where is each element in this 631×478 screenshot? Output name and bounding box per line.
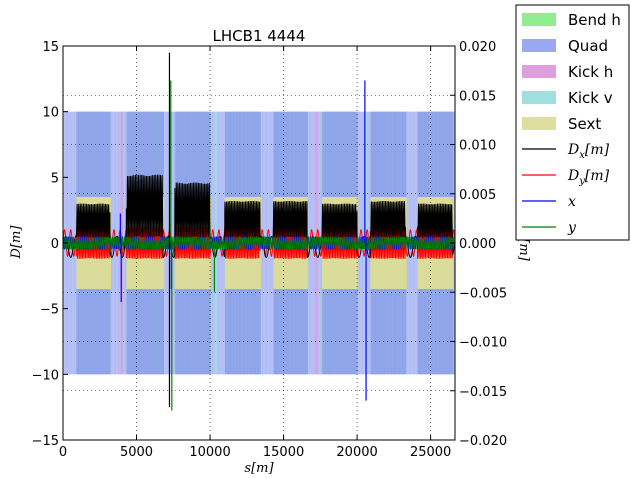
- x-tick-label: 20000: [336, 445, 377, 460]
- chart-title: LHCB1 4444: [213, 27, 306, 45]
- y-tick-label: 10: [42, 106, 59, 121]
- y-tick-label: −15: [32, 434, 59, 449]
- y-tick-label: 0: [51, 237, 59, 252]
- x-tick-label: 10000: [189, 445, 230, 460]
- x-tick-label: 0: [59, 445, 67, 460]
- y2-tick-label: 0.000: [459, 237, 496, 252]
- legend-label: y: [567, 220, 577, 236]
- legend-swatch: [522, 13, 556, 26]
- legend-label: Kick v: [568, 89, 613, 107]
- y2-tick-label: −0.010: [459, 336, 507, 351]
- legend: Bend h Quad Kick h Kick v Sext Dx[m] Dy[m] xy: [515, 4, 630, 241]
- legend-swatch: [522, 65, 556, 78]
- legend-swatch: [522, 117, 556, 130]
- y-orbit-series-line: [63, 235, 455, 250]
- legend-label: Quad: [568, 37, 608, 55]
- y-tick-label: −5: [40, 303, 59, 318]
- legend-label: Sext: [568, 115, 601, 133]
- y2-tick-label: −0.020: [459, 434, 507, 449]
- y2-tick-label: 0.015: [459, 89, 496, 104]
- x-tick-label: 15000: [263, 445, 304, 460]
- y2-tick-label: −0.005: [459, 286, 507, 301]
- y-tick-label: −10: [32, 368, 59, 383]
- curves: [63, 52, 455, 411]
- y-tick-label: 5: [51, 171, 59, 186]
- legend-label: x: [568, 194, 576, 210]
- y2-tick-label: −0.015: [459, 385, 507, 400]
- y2-tick-label: 0.005: [459, 188, 496, 203]
- legend-swatch: [522, 39, 556, 52]
- y2-tick-label: 0.020: [459, 40, 496, 55]
- legend-label: Dy[m]: [567, 168, 610, 187]
- y-axis-label: D[m]: [9, 225, 24, 260]
- y2-tick-label: 0.010: [459, 139, 496, 154]
- x-tick-label: 25000: [410, 445, 451, 460]
- x-tick-label: 5000: [120, 445, 153, 460]
- plot-area: 0 5000 10000 15000 20000 25000 −15 −10 −5 0 5 10 15 −…: [32, 40, 508, 460]
- legend-label: Kick h: [568, 63, 613, 81]
- legend-label: Bend h: [568, 11, 621, 29]
- legend-label: Dx[m]: [567, 142, 610, 161]
- y-tick-label: 15: [42, 40, 59, 55]
- x-axis-label: s[m]: [244, 461, 274, 476]
- legend-swatch: [522, 91, 556, 104]
